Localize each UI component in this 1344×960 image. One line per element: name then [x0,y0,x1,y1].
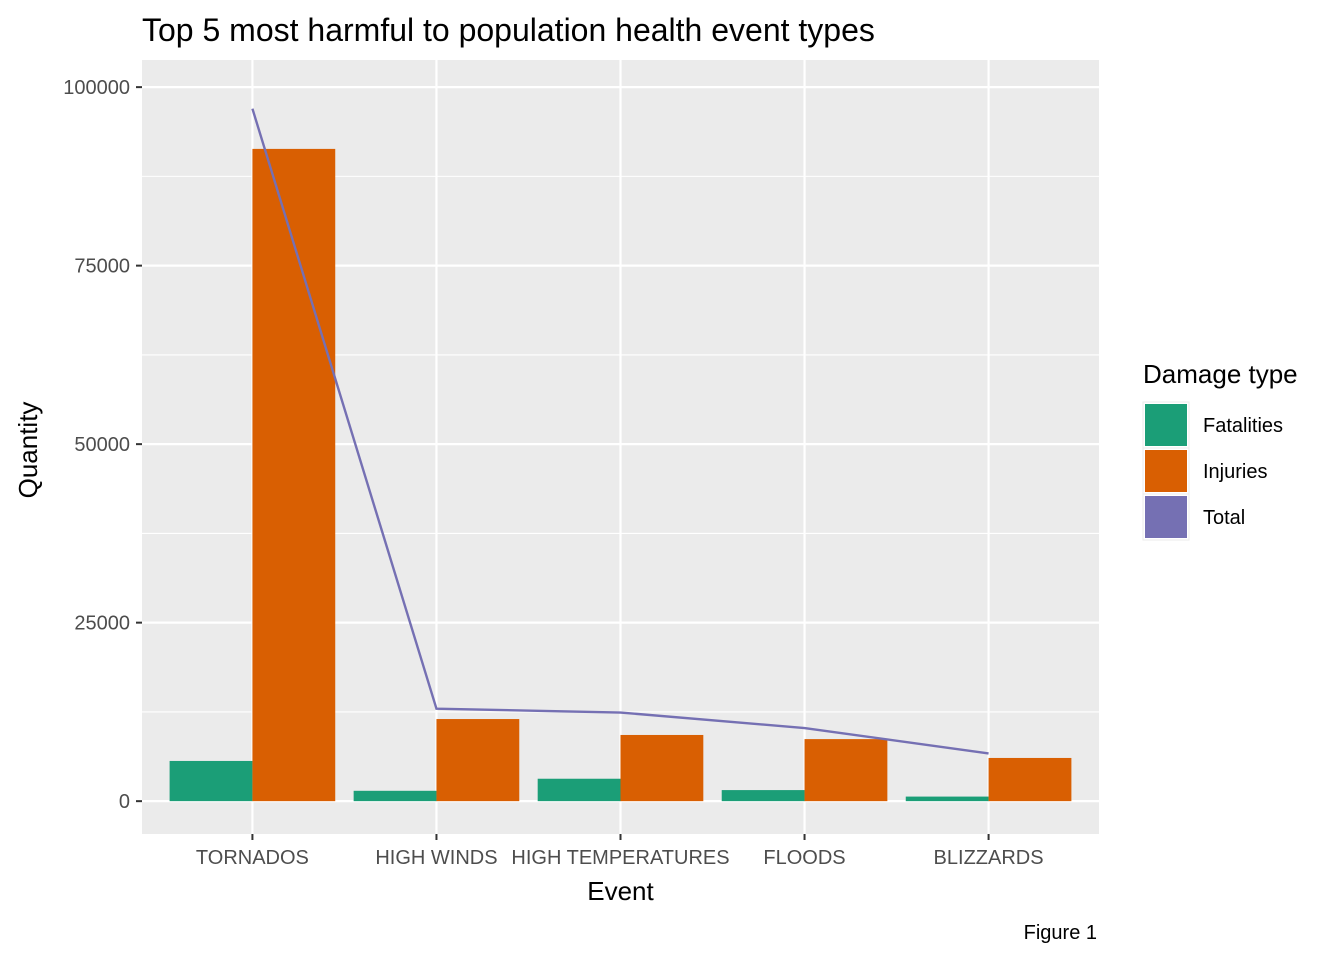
bar-injuries-tornados [252,148,336,802]
legend-items: Fatalities Injuries Total [1142,401,1283,541]
bars [169,148,1072,802]
x-tick-label: BLIZZARDS [934,847,1044,869]
legend-swatch-fatalities [1145,404,1187,446]
legend-swatch-total [1145,496,1187,538]
x-tick-label: HIGH WINDS [375,847,497,869]
y-axis: 0 25000 50000 75000 100000 [63,77,142,813]
bar-injuries-floods [804,739,888,802]
bar-injuries-high-temperatures [620,734,704,802]
line-total [251,108,989,755]
x-tick-label: FLOODS [763,847,845,869]
bar-fatalities-high-temperatures [537,778,621,802]
x-tick-label: TORNADOS [196,847,309,869]
bar-fatalities-blizzards [905,796,989,802]
bar-fatalities-tornados [169,760,253,802]
y-tick-label: 100000 [63,77,130,99]
x-axis: TORNADOS HIGH WINDS HIGH TEMPERATURES FLOOD… [196,834,1044,869]
legend-label-fatalities: Fatalities [1203,415,1283,437]
legend-title: Damage type [1143,359,1298,389]
x-axis-title: Event [587,876,654,906]
bar-fatalities-floods [721,790,805,802]
x-tick-label: HIGH TEMPERATURES [511,847,729,869]
bar-fatalities-high-winds [353,790,437,802]
legend-label-total: Total [1203,507,1245,529]
bar-injuries-blizzards [988,757,1072,802]
total-line-layer [251,108,989,755]
y-tick-label: 25000 [74,613,130,635]
legend: Damage type Fatalities Injuries Total [1142,359,1298,541]
y-tick-label: 50000 [74,434,130,456]
bar-injuries-high-winds [436,719,520,802]
chart-title: Top 5 most harmful to population health … [142,12,875,48]
figure-caption: Figure 1 [1024,922,1097,944]
y-axis-title: Quantity [13,402,43,499]
legend-swatch-injuries [1145,450,1187,492]
y-tick-label: 0 [119,791,130,813]
legend-label-injuries: Injuries [1203,461,1267,483]
y-tick-label: 75000 [74,256,130,278]
